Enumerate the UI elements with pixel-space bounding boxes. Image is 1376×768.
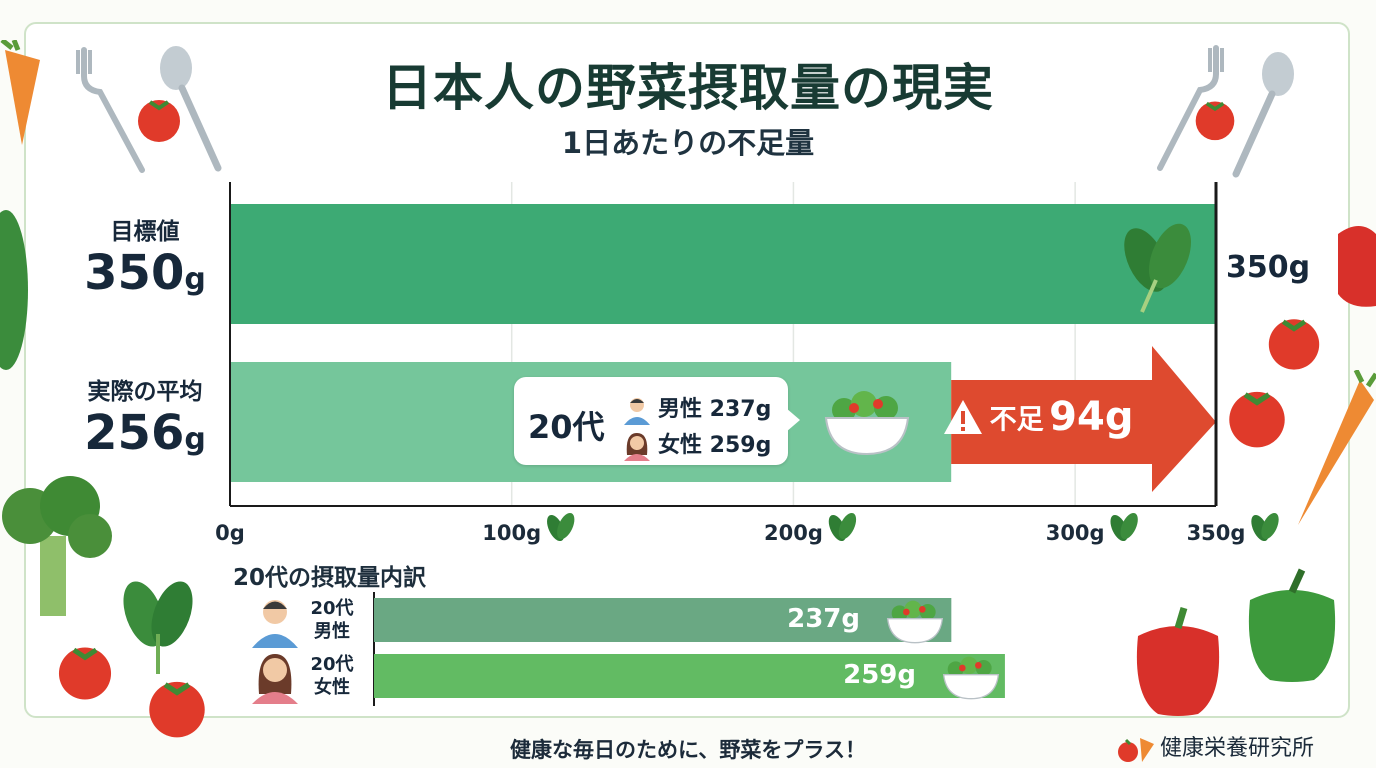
fork-icon (76, 47, 145, 173)
shortage-arrow (951, 346, 1216, 492)
breakdown-female-value: 259g (843, 660, 916, 690)
chart-subtitle: 1日あたりの不足量 (561, 126, 815, 160)
target-label-text: 目標値 (110, 219, 180, 245)
spinach-icon (123, 581, 193, 674)
red-pepper-icon (1136, 606, 1220, 716)
breakdown-male-label: 20代 男性 (310, 598, 354, 642)
x-tick-label: 350g (1187, 521, 1246, 545)
tomato-icon (58, 647, 112, 700)
average-label-value: 256g (84, 405, 206, 461)
male-person-icon (252, 600, 298, 648)
callout-male-row: 男性 237g (622, 391, 771, 425)
chart-title: 日本人の野菜摂取量の現実 (382, 59, 994, 117)
leaf (838, 512, 857, 540)
red-pepper-icon (1338, 226, 1376, 307)
footer-message: 健康な毎日のために、野菜をプラス！ (510, 738, 866, 762)
callout-pointer (786, 408, 800, 432)
spinach-icon (1251, 512, 1279, 542)
target-end-label: 350g (1226, 250, 1311, 285)
carrot-icon (1298, 370, 1376, 525)
salad-bowl-icon (886, 600, 944, 644)
breakdown-female-label: 20代 女性 (310, 654, 354, 698)
spinach-icon (1110, 512, 1138, 542)
vegetables-logo-icon (1118, 738, 1154, 762)
carrot-icon (0, 40, 40, 145)
tomato-icon (1268, 319, 1320, 370)
green-pepper-icon (1248, 568, 1336, 682)
target-label-value: 350g (84, 245, 206, 301)
organization-name: 健康栄養研究所 (1160, 736, 1315, 761)
average-label: 実際の平均 256g (60, 372, 230, 461)
breakdown-male-bar (374, 598, 952, 642)
target-label: 目標値 350g (60, 212, 230, 301)
breakdown-title: 20代の摂取量内訳 (233, 565, 427, 591)
x-tick-label: 300g (1046, 521, 1105, 545)
tomato-icon (1195, 101, 1235, 141)
salad-bowl-icon (942, 656, 1000, 700)
spoon-icon (1232, 52, 1294, 178)
tomato-icon (1229, 391, 1285, 448)
age-callout: 20代 男性 237g 女性 259g (514, 377, 788, 465)
x-tick-label: 0g (215, 521, 245, 545)
x-tick-label: 200g (764, 521, 823, 545)
tomato-icon (149, 681, 205, 738)
spinach-icon (1124, 223, 1191, 313)
spinach-icon (547, 512, 575, 542)
shortage-label: 不足 94g (942, 394, 1133, 440)
female-person-icon (624, 433, 650, 461)
callout-female-row: 女性 259g (622, 427, 771, 461)
organization: 健康栄養研究所 (1116, 730, 1314, 764)
spinach-icon (828, 512, 857, 542)
salad-bowl-icon (824, 391, 910, 456)
leaf (1120, 512, 1138, 540)
female-person-icon (252, 654, 298, 704)
shortage-value: 94g (1049, 394, 1134, 440)
callout-age: 20代 (528, 408, 605, 446)
shortage-label-text: 不足 (989, 404, 1044, 436)
spinach-icon (0, 210, 28, 370)
target-bar (230, 204, 1216, 324)
tomato-icon (138, 100, 180, 142)
leaf (557, 512, 575, 540)
warning-icon (944, 400, 982, 434)
fork-icon (1157, 45, 1224, 171)
breakdown-female-bar (374, 654, 1005, 698)
male-person-icon (624, 398, 650, 425)
leaf (1261, 512, 1279, 540)
broccoli-icon (2, 476, 112, 616)
average-label-text: 実際の平均 (87, 379, 203, 405)
breakdown-male-value: 237g (787, 604, 860, 634)
spoon-icon (160, 46, 222, 172)
x-tick-label: 100g (482, 521, 541, 545)
